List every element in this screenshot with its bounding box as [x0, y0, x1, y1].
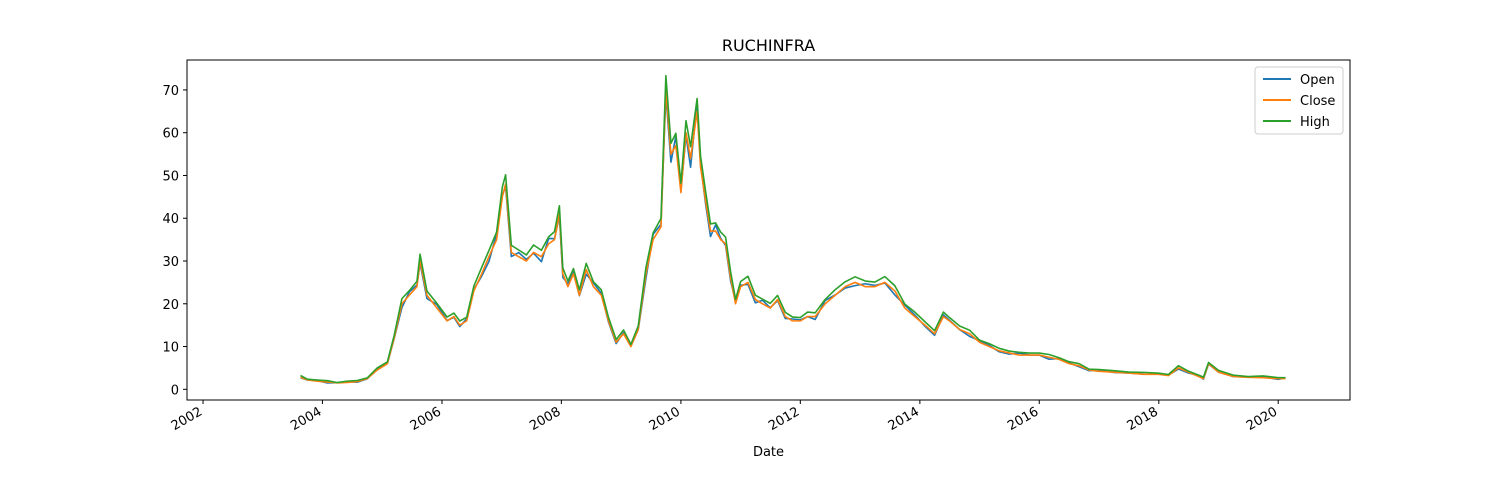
- legend-label: High: [1300, 115, 1330, 130]
- x-axis-label: Date: [753, 445, 784, 460]
- y-tick-label: 0: [171, 383, 179, 398]
- x-tick-label: 2002: [169, 404, 205, 434]
- y-tick-label: 60: [162, 127, 179, 142]
- x-tick-label: 2010: [647, 404, 683, 434]
- y-axis: 0 10 20 30 40 50 60 70: [162, 84, 187, 398]
- x-tick-label: 2006: [408, 404, 444, 434]
- y-tick-label: 50: [162, 169, 179, 184]
- legend-label: Open: [1300, 73, 1335, 88]
- x-tick-label: 2020: [1244, 404, 1280, 434]
- x-tick-label: 2014: [886, 404, 922, 434]
- x-tick-label: 2004: [288, 404, 324, 434]
- y-tick-label: 40: [162, 212, 179, 227]
- legend-label: Close: [1300, 94, 1335, 109]
- plot-lines: [300, 74, 1286, 384]
- y-tick-label: 70: [162, 84, 179, 99]
- series-line-close: [300, 89, 1286, 384]
- x-tick-label: 2018: [1125, 404, 1161, 434]
- series-line-open: [300, 93, 1286, 384]
- y-tick-label: 20: [162, 298, 179, 313]
- legend: Open Close High: [1254, 66, 1344, 135]
- plot-frame: [186, 59, 1351, 401]
- x-tick-label: 2008: [527, 404, 563, 434]
- x-tick-label: 2012: [766, 404, 802, 434]
- x-axis: 2002 2004 2006 2008 2010 2012 2014 2016 2018 2020: [169, 400, 1280, 434]
- legend-box: [1254, 66, 1344, 135]
- series-line-high: [300, 74, 1286, 384]
- chart-title: RUCHINFRA: [722, 36, 815, 55]
- y-tick-label: 10: [162, 341, 179, 356]
- x-tick-label: 2016: [1005, 404, 1041, 434]
- y-tick-label: 30: [162, 255, 179, 270]
